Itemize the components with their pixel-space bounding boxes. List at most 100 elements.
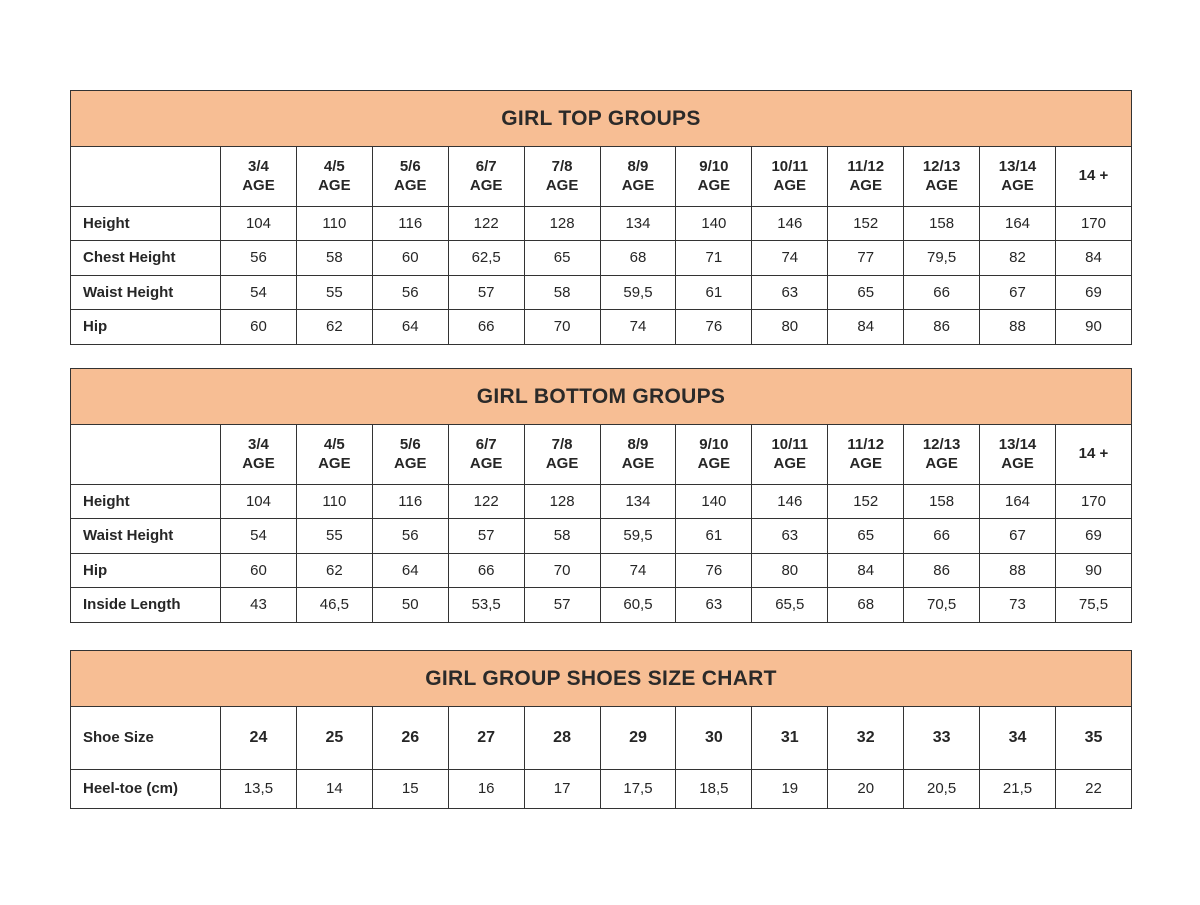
value-cell: 77 (827, 240, 905, 276)
table-row: Waist Height 54 55 56 57 58 59,5 61 63 65 66 67 69 (70, 274, 1133, 310)
value-cell: 110 (295, 205, 373, 241)
value-cell: 66 (903, 518, 981, 554)
value-cell: 67 (979, 518, 1056, 554)
value-cell: 146 (751, 205, 829, 241)
value-cell: 146 (751, 483, 829, 519)
value-cell: 158 (903, 483, 981, 519)
value-cell: 27 (447, 705, 525, 770)
value-cell: 54 (220, 274, 297, 310)
value-cell: 88 (979, 552, 1056, 588)
value-cell: 116 (371, 483, 449, 519)
value-cell: 56 (371, 274, 449, 310)
value-cell: 84 (1054, 240, 1133, 276)
value-cell: 46,5 (295, 587, 373, 623)
column-header-cell: 4/5 AGE (295, 145, 373, 207)
value-cell: 110 (295, 483, 373, 519)
value-cell: 57 (447, 274, 525, 310)
value-cell: 55 (295, 274, 373, 310)
value-cell: 64 (371, 309, 449, 345)
value-cell: 62,5 (447, 240, 525, 276)
value-cell: 61 (675, 274, 753, 310)
column-header-cell: 3/4 AGE (220, 145, 297, 207)
column-header-cell: 7/8 AGE (523, 423, 601, 485)
value-cell: 21,5 (979, 768, 1056, 809)
value-cell: 164 (979, 483, 1056, 519)
value-cell: 80 (751, 309, 829, 345)
row-label-cell: Height (70, 205, 221, 241)
table-title-band: GIRL BOTTOM GROUPS (70, 368, 1132, 425)
column-header-cell: 5/6 AGE (371, 423, 449, 485)
value-cell: 70 (523, 552, 601, 588)
value-cell: 34 (979, 705, 1056, 770)
value-cell: 79,5 (903, 240, 981, 276)
value-cell: 66 (447, 309, 525, 345)
value-cell: 170 (1054, 483, 1133, 519)
girl-top-groups-table: GIRL TOP GROUPS 3/4 AGE 4/5 AGE 5/6 AGE 6/7 AGE… (70, 90, 1133, 345)
value-cell: 134 (599, 483, 677, 519)
table-row: Height 104 110 116 122 128 134 140 146 152 158 164 1… (70, 483, 1133, 519)
row-label-cell: Chest Height (70, 240, 221, 276)
value-cell: 20,5 (903, 768, 981, 809)
value-cell: 74 (599, 309, 677, 345)
column-header-cell: 14 + (1054, 145, 1133, 207)
value-cell: 60 (220, 309, 297, 345)
value-cell: 122 (447, 205, 525, 241)
value-cell: 90 (1054, 309, 1133, 345)
value-cell: 70 (523, 309, 601, 345)
value-cell: 66 (903, 274, 981, 310)
column-header-cell: 11/12 AGE (827, 145, 905, 207)
value-cell: 53,5 (447, 587, 525, 623)
value-cell: 33 (903, 705, 981, 770)
girl-bottom-groups-table: GIRL BOTTOM GROUPS 3/4 AGE 4/5 AGE 5/6 AGE 6/7… (70, 368, 1133, 623)
row-label-cell: Waist Height (70, 274, 221, 310)
value-cell: 30 (675, 705, 753, 770)
value-cell: 31 (751, 705, 829, 770)
value-cell: 164 (979, 205, 1056, 241)
value-cell: 32 (827, 705, 905, 770)
value-cell: 88 (979, 309, 1056, 345)
value-cell: 56 (371, 518, 449, 554)
value-cell: 24 (220, 705, 297, 770)
row-label-cell: Height (70, 483, 221, 519)
value-cell: 18,5 (675, 768, 753, 809)
value-cell: 63 (751, 274, 829, 310)
value-cell: 60 (220, 552, 297, 588)
value-cell: 71 (675, 240, 753, 276)
value-cell: 84 (827, 309, 905, 345)
column-header-cell: 10/11 AGE (751, 423, 829, 485)
value-cell: 134 (599, 205, 677, 241)
value-cell: 152 (827, 205, 905, 241)
value-cell: 63 (751, 518, 829, 554)
value-cell: 116 (371, 205, 449, 241)
table-row: Shoe Size 24 25 26 27 28 29 30 31 32 33 34 35 (70, 705, 1133, 770)
value-cell: 60 (371, 240, 449, 276)
column-header-cell: 3/4 AGE (220, 423, 297, 485)
value-cell: 17,5 (599, 768, 677, 809)
value-cell: 128 (523, 205, 601, 241)
table-title: GIRL TOP GROUPS (501, 106, 701, 130)
value-cell: 22 (1054, 768, 1133, 809)
column-header-cell: 7/8 AGE (523, 145, 601, 207)
value-cell: 158 (903, 205, 981, 241)
value-cell: 70,5 (903, 587, 981, 623)
column-header-cell: 13/14 AGE (979, 423, 1056, 485)
value-cell: 76 (675, 552, 753, 588)
value-cell: 65 (827, 518, 905, 554)
value-cell: 140 (675, 205, 753, 241)
table-row: Hip 60 62 64 66 70 74 76 80 84 86 88 90 (70, 309, 1133, 345)
value-cell: 62 (295, 552, 373, 588)
value-cell: 104 (220, 483, 297, 519)
column-header-cell: 10/11 AGE (751, 145, 829, 207)
value-cell: 73 (979, 587, 1056, 623)
column-header-cell: 12/13 AGE (903, 423, 981, 485)
column-header-cell: 6/7 AGE (447, 145, 525, 207)
row-label-cell: Heel-toe (cm) (70, 768, 221, 809)
value-cell: 76 (675, 309, 753, 345)
column-header-cell: 8/9 AGE (599, 145, 677, 207)
value-cell: 19 (751, 768, 829, 809)
value-cell: 65 (827, 274, 905, 310)
column-header-cell: 4/5 AGE (295, 423, 373, 485)
table-row: Hip 60 62 64 66 70 74 76 80 84 86 88 90 (70, 552, 1133, 588)
value-cell: 66 (447, 552, 525, 588)
value-cell: 140 (675, 483, 753, 519)
